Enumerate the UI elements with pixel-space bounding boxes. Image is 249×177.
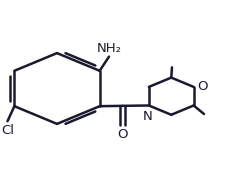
Text: NH₂: NH₂	[97, 42, 122, 55]
Text: Cl: Cl	[1, 124, 14, 137]
Text: N: N	[143, 110, 153, 123]
Text: O: O	[117, 128, 127, 141]
Text: O: O	[197, 80, 208, 93]
